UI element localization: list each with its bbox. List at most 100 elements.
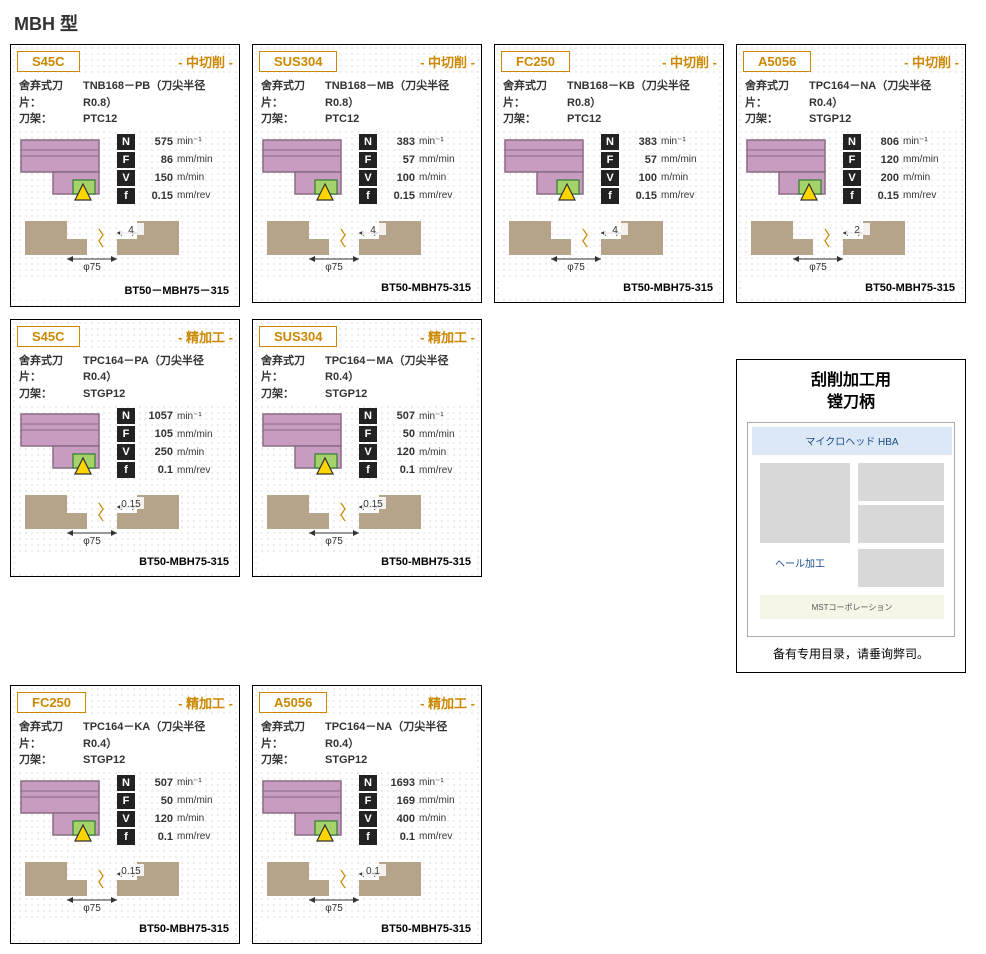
param-row: f 0.1 mm/rev [359, 829, 475, 845]
param-row: V 400 m/min [359, 811, 475, 827]
operation-label: - 中切削 - [817, 52, 959, 71]
catalog-note: 备有专用目录，请垂询弊司。 [747, 645, 955, 662]
param-row: F 86 mm/min [117, 152, 233, 168]
param-unit: mm/rev [419, 465, 452, 476]
param-value: 50 [139, 795, 173, 807]
param-key-N: N [117, 408, 135, 424]
cutting-card: A5056 - 精加工 - 舍弃式刀片：TPC164－NA（刀尖半径R0.4） … [252, 685, 482, 944]
param-key-V: V [117, 811, 135, 827]
param-key-V: V [359, 170, 377, 186]
param-value: 1057 [139, 410, 173, 422]
insert-label: 舍弃式刀片： [745, 78, 809, 111]
insert-label: 舍弃式刀片： [19, 353, 83, 386]
param-value: 0.1 [381, 464, 415, 476]
param-unit: mm/min [177, 154, 213, 165]
param-row: F 57 mm/min [359, 152, 475, 168]
param-key-V: V [359, 811, 377, 827]
tool-diagram [259, 408, 359, 478]
param-value: 200 [865, 172, 899, 184]
param-key-F: F [843, 152, 861, 168]
insert-value: TNB168－MB（刀尖半径R0.8） [325, 78, 473, 111]
card-grid: S45C - 中切削 - 舍弃式刀片：TNB168－PB（刀尖半径R0.8） 刀… [10, 44, 976, 944]
insert-value: TNB168－KB（刀尖半径R0.8） [567, 78, 715, 111]
param-value: 400 [381, 813, 415, 825]
model-label: BT50-MBH75-315 [17, 554, 233, 570]
param-unit: mm/min [419, 154, 455, 165]
insert-label: 舍弃式刀片： [19, 78, 83, 111]
param-row: F 120 mm/min [843, 152, 959, 168]
param-value: 0.15 [381, 190, 415, 202]
insert-label: 舍弃式刀片： [19, 719, 83, 752]
model-label: BT50-MBH75-315 [17, 921, 233, 937]
param-unit: m/min [177, 813, 204, 824]
insert-value: TPC164－KA（刀尖半径R0.4） [83, 719, 231, 752]
param-key-f: f [117, 462, 135, 478]
holder-label: 刀架： [261, 111, 325, 128]
param-row: F 105 mm/min [117, 426, 233, 442]
param-value: 0.1 [139, 464, 173, 476]
section-diagram: φ75 4 [259, 215, 475, 273]
param-value: 100 [623, 172, 657, 184]
svg-text:φ75: φ75 [809, 262, 827, 273]
svg-text:4: 4 [128, 225, 134, 236]
param-row: f 0.15 mm/rev [843, 188, 959, 204]
cutting-card: SUS304 - 精加工 - 舍弃式刀片：TPC164－MA（刀尖半径R0.4）… [252, 319, 482, 578]
operation-label: - 中切削 - [576, 52, 717, 71]
param-value: 0.1 [139, 831, 173, 843]
param-row: V 100 m/min [601, 170, 717, 186]
param-key-N: N [359, 408, 377, 424]
param-value: 120 [139, 813, 173, 825]
param-key-V: V [601, 170, 619, 186]
svg-text:4: 4 [370, 225, 376, 236]
cutting-card: S45C - 精加工 - 舍弃式刀片：TPC164－PA（刀尖半径R0.4） 刀… [10, 319, 240, 578]
insert-value: TNB168－PB（刀尖半径R0.8） [83, 78, 231, 111]
holder-value: STGP12 [83, 752, 125, 769]
param-row: N 507 min⁻¹ [359, 408, 475, 424]
param-value: 57 [381, 154, 415, 166]
param-key-N: N [843, 134, 861, 150]
operation-label: - 中切削 - [86, 52, 233, 71]
holder-label: 刀架： [503, 111, 567, 128]
param-key-F: F [117, 152, 135, 168]
param-row: F 57 mm/min [601, 152, 717, 168]
insert-value: TPC164－MA（刀尖半径R0.4） [325, 353, 473, 386]
model-label: BT50-MBH75-315 [259, 554, 475, 570]
param-row: N 383 min⁻¹ [359, 134, 475, 150]
param-key-f: f [843, 188, 861, 204]
param-unit: mm/min [177, 429, 213, 440]
param-row: N 1057 min⁻¹ [117, 408, 233, 424]
param-value: 383 [381, 136, 415, 148]
param-key-N: N [359, 134, 377, 150]
section-diagram: φ75 0.1 [259, 856, 475, 914]
operation-label: - 精加工 - [333, 693, 475, 712]
catalog-title-1: 刮削加工用 [811, 372, 891, 389]
svg-text:0.15: 0.15 [363, 499, 383, 510]
param-unit: mm/rev [903, 190, 936, 201]
param-unit: m/min [177, 172, 204, 183]
model-label: BT50-MBH75-315 [501, 280, 717, 296]
material-badge: S45C [17, 326, 80, 347]
param-unit: mm/min [177, 795, 213, 806]
param-key-f: f [359, 462, 377, 478]
param-value: 50 [381, 428, 415, 440]
insert-label: 舍弃式刀片： [261, 78, 325, 111]
param-unit: mm/rev [419, 190, 452, 201]
material-badge: FC250 [17, 692, 86, 713]
param-key-f: f [601, 188, 619, 204]
param-unit: min⁻¹ [177, 136, 202, 147]
holder-value: STGP12 [83, 386, 125, 403]
param-value: 0.15 [865, 190, 899, 202]
material-badge: S45C [17, 51, 80, 72]
param-row: V 100 m/min [359, 170, 475, 186]
param-key-f: f [359, 188, 377, 204]
param-unit: mm/rev [661, 190, 694, 201]
param-value: 0.15 [139, 190, 173, 202]
holder-label: 刀架： [19, 752, 83, 769]
param-unit: min⁻¹ [419, 411, 444, 422]
svg-text:0.15: 0.15 [121, 866, 141, 877]
svg-text:φ75: φ75 [325, 262, 343, 273]
param-value: 383 [623, 136, 657, 148]
holder-value: STGP12 [325, 386, 367, 403]
param-row: V 250 m/min [117, 444, 233, 460]
holder-label: 刀架： [261, 752, 325, 769]
